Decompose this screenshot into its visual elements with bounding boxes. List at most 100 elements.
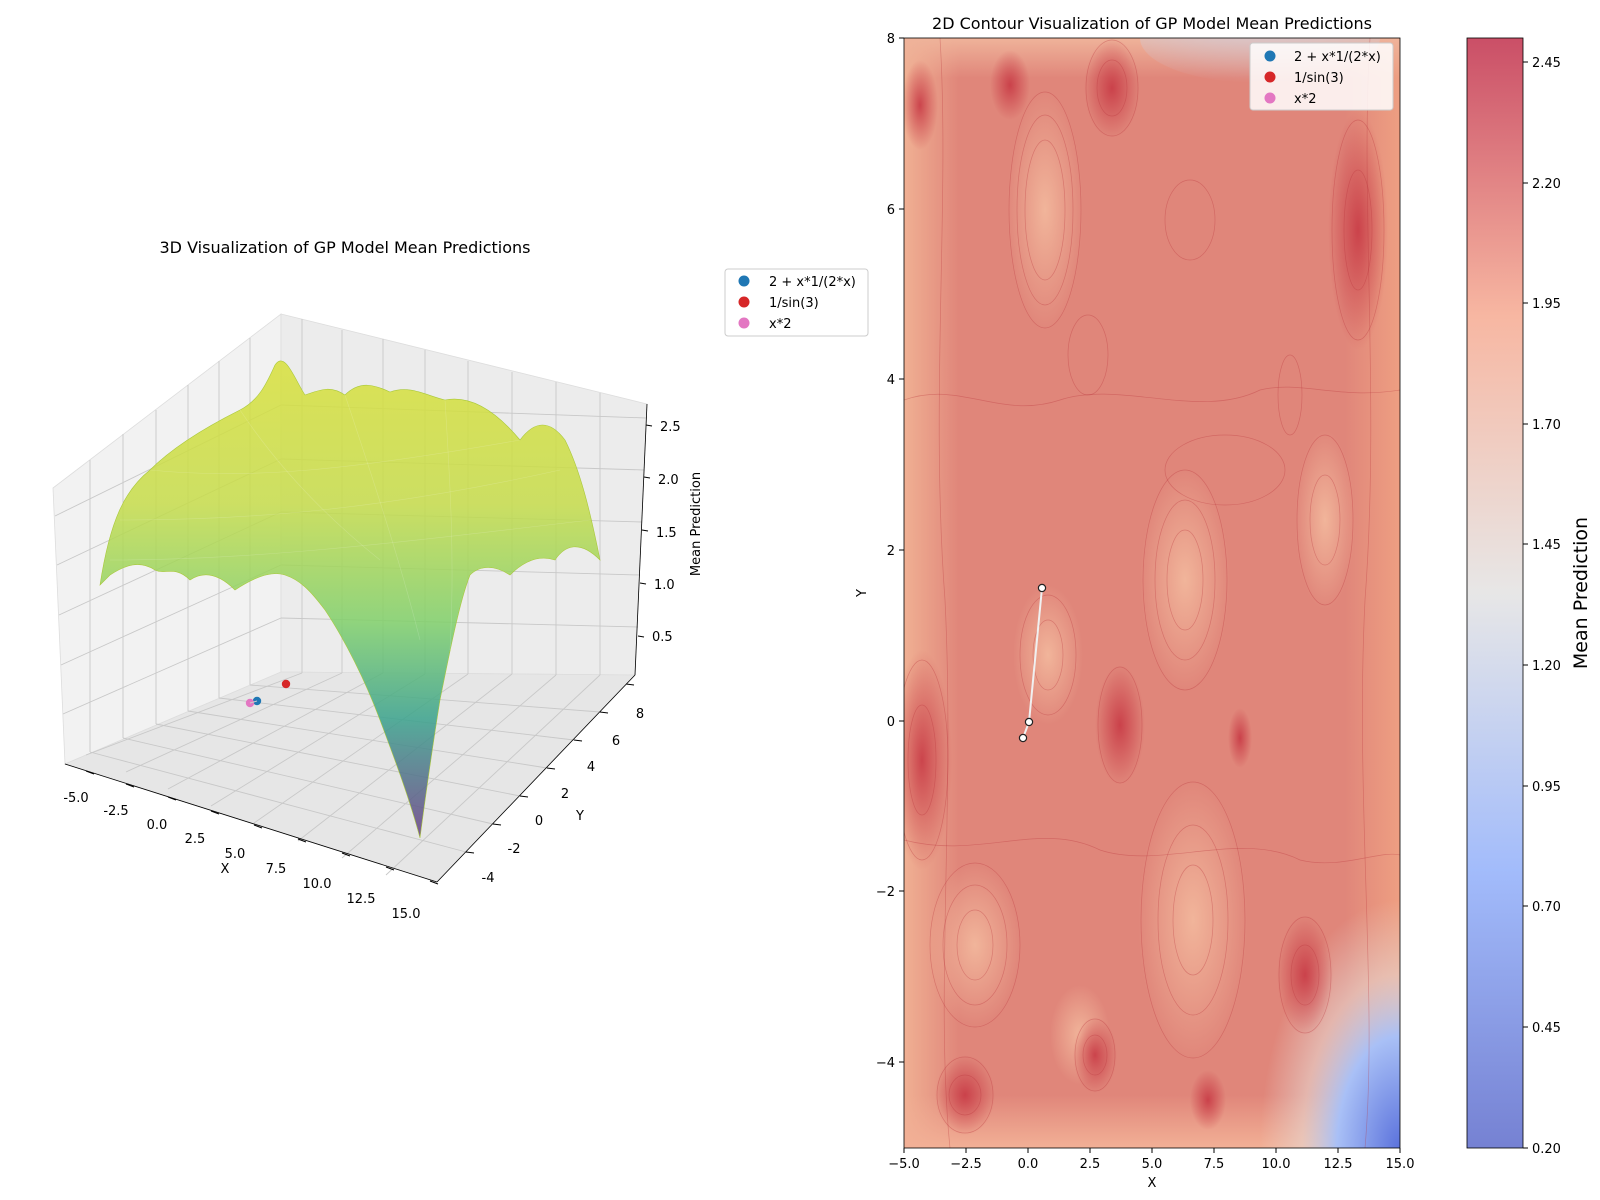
- y-tick-contour: 4: [887, 373, 904, 388]
- svg-text:0: 0: [887, 715, 895, 730]
- z-ticks-3d: 0.5 1.0 1.5 2.0 2.5: [637, 420, 681, 645]
- svg-text:1.0: 1.0: [654, 578, 675, 593]
- z-label-3d: Mean Prediction: [689, 472, 704, 576]
- y-tick-contour: −2: [876, 885, 904, 900]
- svg-text:-2.5: -2.5: [103, 804, 128, 819]
- contour-point-x2: [1018, 733, 1028, 743]
- x-tick-3d: -5.0: [63, 770, 95, 806]
- contour-point-2+x: [1024, 717, 1034, 727]
- svg-text:5.0: 5.0: [225, 847, 246, 862]
- y-tick-contour: 6: [887, 203, 904, 218]
- svg-text:1.45: 1.45: [1532, 538, 1561, 553]
- x-tick-contour: 7.5: [1204, 1148, 1224, 1172]
- x-tick-contour: 12.5: [1324, 1148, 1353, 1172]
- y-tick-3d: 8: [625, 683, 644, 722]
- svg-text:2: 2: [887, 544, 895, 559]
- y-tick-3d: 2: [546, 767, 569, 802]
- x-tick-3d: 7.5: [266, 838, 307, 877]
- contour-point-1-sin3: [1037, 583, 1047, 593]
- y-tick-contour: −4: [876, 1056, 904, 1071]
- svg-text:−4: −4: [876, 1056, 895, 1071]
- svg-text:10.0: 10.0: [1262, 1157, 1291, 1172]
- y-tick-contour: 0: [887, 715, 904, 730]
- colorbar-tick: 0.45: [1523, 1021, 1561, 1036]
- svg-text:2.20: 2.20: [1532, 177, 1561, 192]
- surface-3d: [99, 360, 601, 839]
- svg-text:0.20: 0.20: [1532, 1142, 1561, 1157]
- svg-text:12.5: 12.5: [1324, 1157, 1353, 1172]
- x-tick-contour: 5.0: [1142, 1148, 1163, 1172]
- svg-text:1.5: 1.5: [656, 526, 677, 541]
- legend-3d-marker-pink: [738, 317, 750, 329]
- svg-text:0.0: 0.0: [1018, 1157, 1039, 1172]
- svg-text:−2.5: −2.5: [950, 1157, 982, 1172]
- svg-text:0.0: 0.0: [147, 818, 168, 833]
- y-tick-3d: 0: [519, 795, 543, 829]
- x-axis-3d: [64, 763, 438, 883]
- x-tick-contour: 0.0: [1018, 1148, 1039, 1172]
- y-axis-3d: [436, 674, 636, 883]
- title-contour: 2D Contour Visualization of GP Model Mea…: [932, 14, 1372, 33]
- y-tick-3d: -2: [492, 823, 521, 857]
- x-ticks-3d: -5.0 -2.5 0.0 2.5 5.0 7.5 10.0 12.5 15.0: [63, 770, 439, 922]
- x-tick-contour: 10.0: [1262, 1148, 1291, 1172]
- x-tick-3d: 12.5: [347, 866, 395, 907]
- x-label-3d: X: [221, 862, 230, 877]
- svg-text:0.95: 0.95: [1532, 780, 1561, 795]
- colorbar-tick: 2.45: [1523, 56, 1561, 71]
- colorbar-tick: 1.20: [1523, 659, 1561, 674]
- colorbar-tick: 1.45: [1523, 538, 1561, 553]
- y-tick-3d: 4: [573, 739, 595, 775]
- colorbar-gradient: [1466, 37, 1524, 1149]
- svg-text:0.45: 0.45: [1532, 1021, 1561, 1036]
- x-tick-contour: −2.5: [950, 1148, 982, 1172]
- z-tick-3d: 0.5: [637, 630, 673, 645]
- legend-contour-label: x*2: [1294, 92, 1316, 107]
- x-tick-3d: 15.0: [392, 880, 439, 922]
- legend-contour-label: 1/sin(3): [1294, 71, 1344, 86]
- svg-text:4: 4: [887, 373, 895, 388]
- svg-text:10.0: 10.0: [303, 877, 332, 892]
- svg-text:15.0: 15.0: [392, 907, 421, 922]
- svg-text:-5.0: -5.0: [63, 791, 88, 806]
- title-3d: 3D Visualization of GP Model Mean Predic…: [160, 238, 531, 257]
- legend-3d-label: 1/sin(3): [769, 296, 819, 311]
- colorbar-tick: 0.70: [1523, 900, 1561, 915]
- y-ticks-3d: -4 -2 0 2 4 6 8: [465, 683, 644, 886]
- path-3d: [249, 700, 258, 704]
- svg-text:8: 8: [636, 707, 644, 722]
- legend-3d-marker-red: [738, 296, 750, 308]
- x-tick-3d: 0.0: [147, 796, 177, 833]
- y-tick-contour: 2: [887, 544, 904, 559]
- svg-text:8: 8: [887, 32, 895, 47]
- panel-3d: 3D Visualization of GP Model Mean Predic…: [52, 238, 869, 922]
- svg-text:7.5: 7.5: [266, 862, 287, 877]
- y-label-contour: Y: [855, 589, 870, 598]
- y-tick-contour: 8: [887, 32, 904, 47]
- svg-text:15.0: 15.0: [1386, 1157, 1415, 1172]
- legend-3d-marker-blue: [738, 275, 750, 287]
- colorbar-tick: 0.20: [1523, 1142, 1561, 1157]
- svg-text:2: 2: [561, 787, 569, 802]
- x-tick-contour: −5.0: [888, 1148, 920, 1172]
- svg-text:-2: -2: [508, 842, 521, 857]
- legend-contour-marker-blue: [1264, 50, 1276, 62]
- svg-text:2.5: 2.5: [660, 420, 681, 435]
- colorbar-tick: 1.70: [1523, 418, 1561, 433]
- x-tick-3d: 2.5: [185, 810, 220, 847]
- svg-text:5.0: 5.0: [1142, 1157, 1163, 1172]
- point-3d-1-sin3: [281, 679, 291, 689]
- svg-text:1.70: 1.70: [1532, 418, 1561, 433]
- svg-text:4: 4: [587, 760, 595, 775]
- svg-text:2.5: 2.5: [1080, 1157, 1101, 1172]
- colorbar-tick: 0.95: [1523, 780, 1561, 795]
- svg-text:1.95: 1.95: [1532, 297, 1561, 312]
- svg-text:−5.0: −5.0: [888, 1157, 920, 1172]
- svg-text:2.5: 2.5: [185, 832, 206, 847]
- legend-contour-label: 2 + x*1/(2*x): [1294, 50, 1381, 65]
- y-ticks-contour: −4 −2 0 2 4 6 8: [876, 32, 904, 1071]
- svg-text:6: 6: [887, 203, 895, 218]
- svg-text:-4: -4: [482, 871, 495, 886]
- x-label-contour: X: [1148, 1176, 1157, 1191]
